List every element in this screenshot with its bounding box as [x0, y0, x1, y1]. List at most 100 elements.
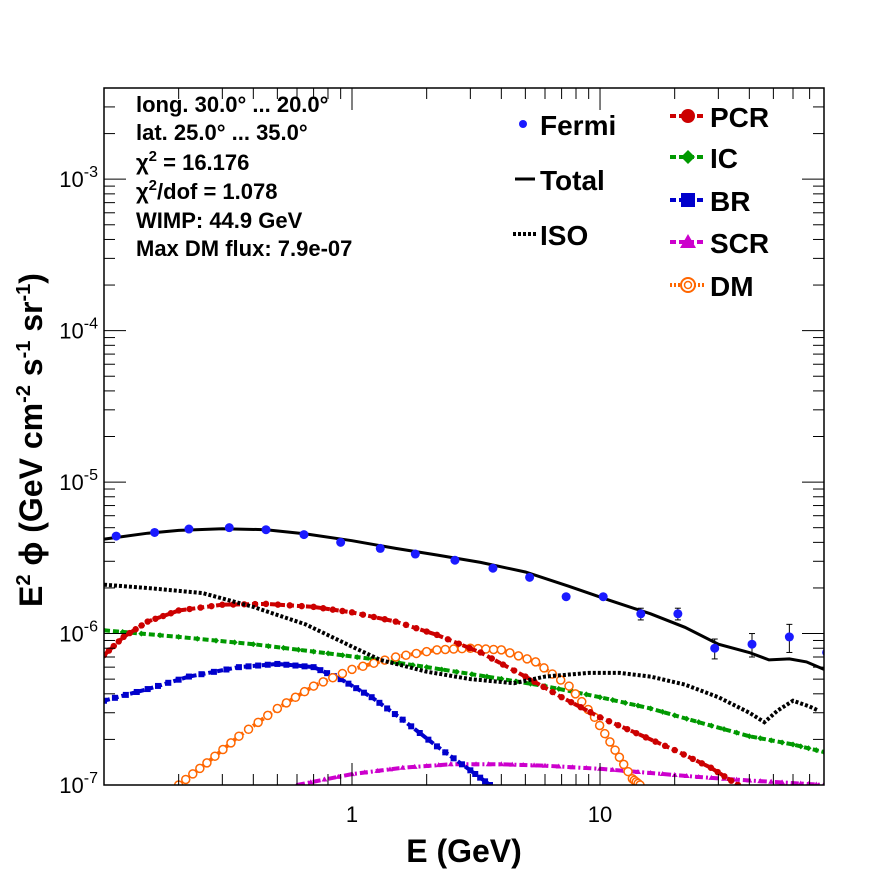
pcr-marker: [680, 751, 687, 758]
pcr-marker: [652, 738, 659, 745]
ic-marker: [790, 741, 797, 748]
pcr-marker: [614, 722, 622, 729]
y-tick-label: 10-6: [59, 619, 98, 647]
ic-marker: [310, 648, 317, 655]
fermi-point: [410, 549, 420, 559]
dm-marker: [234, 731, 244, 741]
br-marker: [345, 680, 352, 687]
dm-marker: [614, 752, 625, 763]
dm-marker: [505, 648, 515, 658]
br-marker: [210, 668, 217, 675]
br-marker: [433, 743, 440, 750]
dm-marker: [195, 763, 205, 774]
dm-marker: [262, 710, 273, 721]
pcr-marker: [624, 725, 631, 733]
scr-marker: [768, 778, 775, 784]
curves-layer: [104, 527, 824, 785]
dm-marker: [564, 681, 574, 691]
ic-marker: [797, 743, 804, 750]
iso-curve: [104, 582, 820, 725]
axis-ticks: [103, 87, 825, 786]
legend-fermi-label: Fermi: [540, 110, 616, 141]
ic-marker: [250, 641, 257, 648]
y-tick-label: 10-3: [59, 164, 98, 192]
br-marker: [450, 755, 457, 762]
ic-marker: [647, 705, 654, 712]
legend-iso-label: ISO: [540, 220, 588, 251]
pcr-marker: [370, 613, 378, 621]
info-max-dm-flux: Max DM flux: 7.9e-07: [136, 236, 352, 261]
dm-marker: [618, 759, 629, 770]
legend-pcr-marker: [681, 109, 695, 123]
pcr-marker: [319, 605, 327, 612]
pcr-marker: [138, 622, 145, 629]
br-marker: [255, 662, 262, 669]
pcr-marker: [444, 636, 452, 643]
br-marker: [399, 716, 406, 723]
dm-marker: [623, 766, 633, 777]
dm-marker: [411, 648, 422, 659]
ic-marker: [280, 644, 287, 651]
dm-marker: [600, 728, 610, 739]
pcr-marker: [402, 621, 410, 629]
x-axis-title: E (GeV): [406, 833, 522, 869]
dm-marker: [290, 692, 301, 703]
pcr-marker: [642, 734, 650, 741]
br-marker: [292, 662, 299, 669]
ic-marker: [156, 632, 163, 639]
pcr-marker: [286, 602, 293, 609]
dm-marker: [530, 657, 541, 667]
legend-pcr-label: PCR: [710, 102, 769, 133]
pcr-marker: [466, 644, 473, 652]
scr-marker: [361, 769, 368, 775]
scr-marker: [609, 766, 616, 772]
pcr-marker: [540, 683, 547, 691]
scr-marker: [423, 763, 430, 769]
legend-dm-label: DM: [710, 271, 754, 302]
fermi-point: [224, 523, 234, 533]
br-marker: [144, 686, 151, 693]
br-marker: [122, 691, 129, 698]
scr-marker: [531, 762, 538, 768]
scr-marker: [485, 761, 492, 767]
scr-marker: [399, 764, 406, 770]
dm-marker: [328, 672, 338, 683]
br-marker: [467, 767, 474, 774]
info-chi2-dof: χ2/dof = 1.078: [136, 177, 277, 204]
dm-marker: [253, 717, 263, 728]
pcr-marker: [219, 601, 226, 608]
pcr-marker: [329, 606, 337, 613]
pcr-marker: [392, 618, 399, 625]
dm-marker: [496, 645, 507, 655]
fermi-point: [784, 632, 794, 642]
pcr-marker: [120, 633, 127, 641]
pcr-marker: [348, 609, 356, 616]
ic-marker: [339, 652, 346, 659]
pcr-marker: [208, 602, 215, 610]
dm-marker: [337, 668, 348, 679]
ic-marker: [423, 664, 430, 671]
br-marker: [154, 682, 161, 689]
fermi-point: [375, 543, 385, 553]
pcr-marker: [310, 603, 317, 611]
br-marker: [425, 736, 432, 743]
x-tick-label: 10: [588, 802, 612, 827]
pcr-marker: [596, 714, 604, 721]
dm-marker: [347, 664, 357, 675]
dm-marker: [243, 724, 254, 735]
fermi-point: [150, 527, 160, 537]
pcr-marker: [110, 642, 118, 650]
legend-total-label: Total: [540, 165, 605, 196]
ic-marker: [671, 712, 678, 719]
pcr-marker: [510, 667, 518, 674]
br-marker: [391, 711, 398, 718]
ic-marker: [813, 747, 820, 754]
legend: Fermi Total ISO PCR IC BR SCR DM: [513, 102, 769, 302]
pcr-marker: [577, 704, 585, 711]
y-tick-label: 10-5: [59, 467, 98, 495]
scr-marker: [335, 773, 342, 779]
ic-marker: [733, 729, 740, 736]
scr-marker: [509, 761, 516, 767]
pcr-marker: [381, 616, 388, 623]
